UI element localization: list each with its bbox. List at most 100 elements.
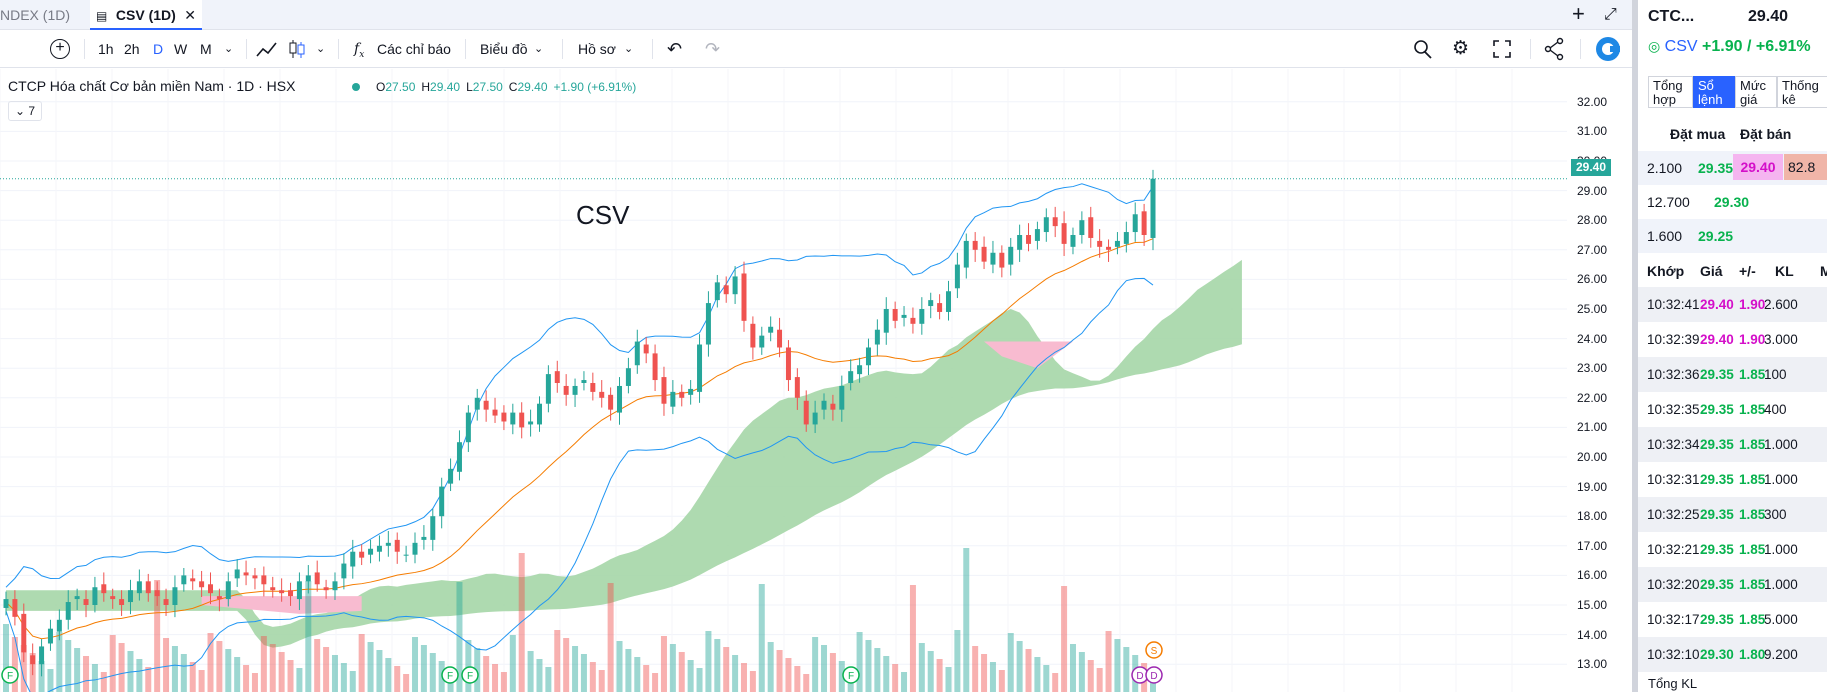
col-volume: KL: [1775, 263, 1794, 279]
volume-bar: [669, 644, 676, 692]
share-svg: [1544, 37, 1564, 61]
close-icon[interactable]: ✕: [184, 7, 196, 23]
redo-icon[interactable]: ↷: [705, 39, 721, 59]
candle-body: [341, 563, 347, 579]
chevron-down-icon[interactable]: ⌄: [224, 43, 234, 55]
ohlc-legend: O27.50 H29.40 L27.50 C29.40 +1.90 (+6.91%): [352, 80, 636, 94]
zoom-icon[interactable]: [1413, 30, 1433, 68]
event-marker-label: F: [467, 671, 473, 682]
trade-volume: 3.000: [1764, 332, 1798, 347]
indicators-collapse-button[interactable]: ⌄ 7: [8, 101, 43, 121]
expand-icon[interactable]: ⤢: [1604, 6, 1617, 23]
candle-body: [305, 575, 311, 582]
interval-1h[interactable]: 1h: [98, 41, 114, 57]
trade-change: 1.90: [1739, 332, 1766, 347]
candle-body: [101, 584, 107, 594]
volume-bar: [598, 670, 605, 692]
candle-body: [1132, 214, 1138, 233]
candle-body: [848, 371, 854, 383]
trade-volume: 1.000: [1764, 542, 1798, 557]
event-marker-label: S: [1151, 646, 1158, 657]
interval-m[interactable]: M: [200, 41, 212, 57]
candle-body: [892, 309, 898, 321]
candle-body: [56, 619, 62, 632]
candle-body: [368, 548, 374, 555]
fullscreen-icon[interactable]: [1493, 30, 1511, 68]
gear-icon[interactable]: ⚙: [1452, 38, 1470, 59]
candle-body: [865, 347, 871, 366]
tab-statistics[interactable]: Thống kê: [1777, 76, 1827, 108]
price-chart[interactable]: F F F FSD D: [0, 0, 1632, 692]
volume-bar: [518, 553, 525, 692]
candles-icon[interactable]: [288, 30, 306, 68]
interval-w[interactable]: W: [174, 41, 188, 57]
volume-bar: [607, 583, 614, 692]
ohlc-change: +1.90 (+6.91%): [553, 80, 637, 94]
volume-bar: [901, 672, 908, 692]
function-icon[interactable]: fx: [354, 41, 365, 60]
candle-body: [1123, 232, 1129, 244]
volume-bar: [758, 584, 765, 692]
tab-summary[interactable]: Tổng hợp: [1648, 76, 1693, 108]
trade-price: 29.35: [1700, 472, 1734, 487]
candle-body: [1106, 246, 1112, 250]
tab-price-levels[interactable]: Mức giá: [1735, 76, 1777, 108]
share-icon[interactable]: [1544, 30, 1564, 68]
volume-bar: [1078, 652, 1085, 692]
interval-2h[interactable]: 2h: [124, 41, 140, 57]
candle-body: [1097, 240, 1103, 247]
candle-body: [510, 412, 516, 425]
panel-symbol: CSV: [1664, 38, 1698, 55]
bid-volume: 1.600: [1647, 228, 1683, 244]
y-tick-label: 28.00: [1577, 213, 1608, 228]
trade-change: 1.85: [1739, 612, 1766, 627]
cloud-bearish: [984, 341, 1073, 369]
candle-body: [785, 347, 791, 381]
trade-change: 1.90: [1739, 297, 1766, 312]
chart-tab-icon: ▤: [96, 9, 108, 23]
y-tick-label: 32.00: [1577, 94, 1608, 109]
volume-bar: [972, 646, 979, 692]
trade-row: 10:32:39 29.40 1.90 3.000: [1638, 322, 1827, 357]
y-tick-label: 31.00: [1577, 124, 1608, 139]
undo-icon[interactable]: ↶: [667, 39, 683, 59]
candle-body: [1052, 217, 1058, 227]
divider: [652, 39, 653, 59]
candle-body: [714, 282, 720, 301]
candle-body: [697, 344, 703, 392]
fullscreen-svg: [1493, 40, 1511, 58]
candle-body: [617, 385, 623, 413]
interval-d[interactable]: D: [153, 41, 164, 57]
profile-button[interactable]: Hồ sơ: [578, 41, 616, 57]
event-marker-label: F: [447, 671, 453, 682]
trade-price: 29.40: [1700, 332, 1734, 347]
chevron-down-icon[interactable]: ⌄: [624, 43, 634, 55]
candle-body: [1088, 217, 1094, 238]
volume-bar: [536, 659, 543, 692]
candle-body: [972, 240, 978, 250]
chevron-down-icon[interactable]: ⌄: [534, 43, 544, 55]
candle-body: [688, 388, 694, 395]
tab-csv[interactable]: ▤ CSV (1D) ✕: [90, 0, 202, 30]
add-tab-icon[interactable]: +: [1572, 1, 1585, 26]
volume-bar: [154, 580, 161, 692]
candle-body: [999, 252, 1005, 268]
volume-bar: [91, 664, 98, 692]
trade-price: 29.30: [1700, 647, 1734, 662]
line-chart-icon[interactable]: [256, 30, 278, 68]
add-symbol-icon[interactable]: +: [50, 39, 70, 59]
tab-orderbook[interactable]: Sổ lệnh: [1693, 76, 1735, 108]
volume-bar: [269, 644, 276, 692]
y-tick-label: 18.00: [1577, 509, 1608, 524]
tab-vnindex[interactable]: NDEX (1D): [0, 7, 71, 23]
trade-row: 10:32:25 29.35 1.85 300: [1638, 497, 1827, 532]
event-marker: [441, 666, 459, 684]
bollinger-bands: [5, 183, 1154, 692]
indicators-button[interactable]: Các chỉ báo: [377, 41, 451, 57]
candle-body: [296, 581, 302, 600]
trade-volume: 9.200: [1764, 647, 1798, 662]
chart-type-button[interactable]: Biểu đồ: [480, 41, 528, 57]
chevron-down-icon[interactable]: ⌄: [316, 43, 326, 55]
volume-bar: [65, 640, 72, 692]
trade-time: 10:32:10: [1647, 647, 1700, 662]
